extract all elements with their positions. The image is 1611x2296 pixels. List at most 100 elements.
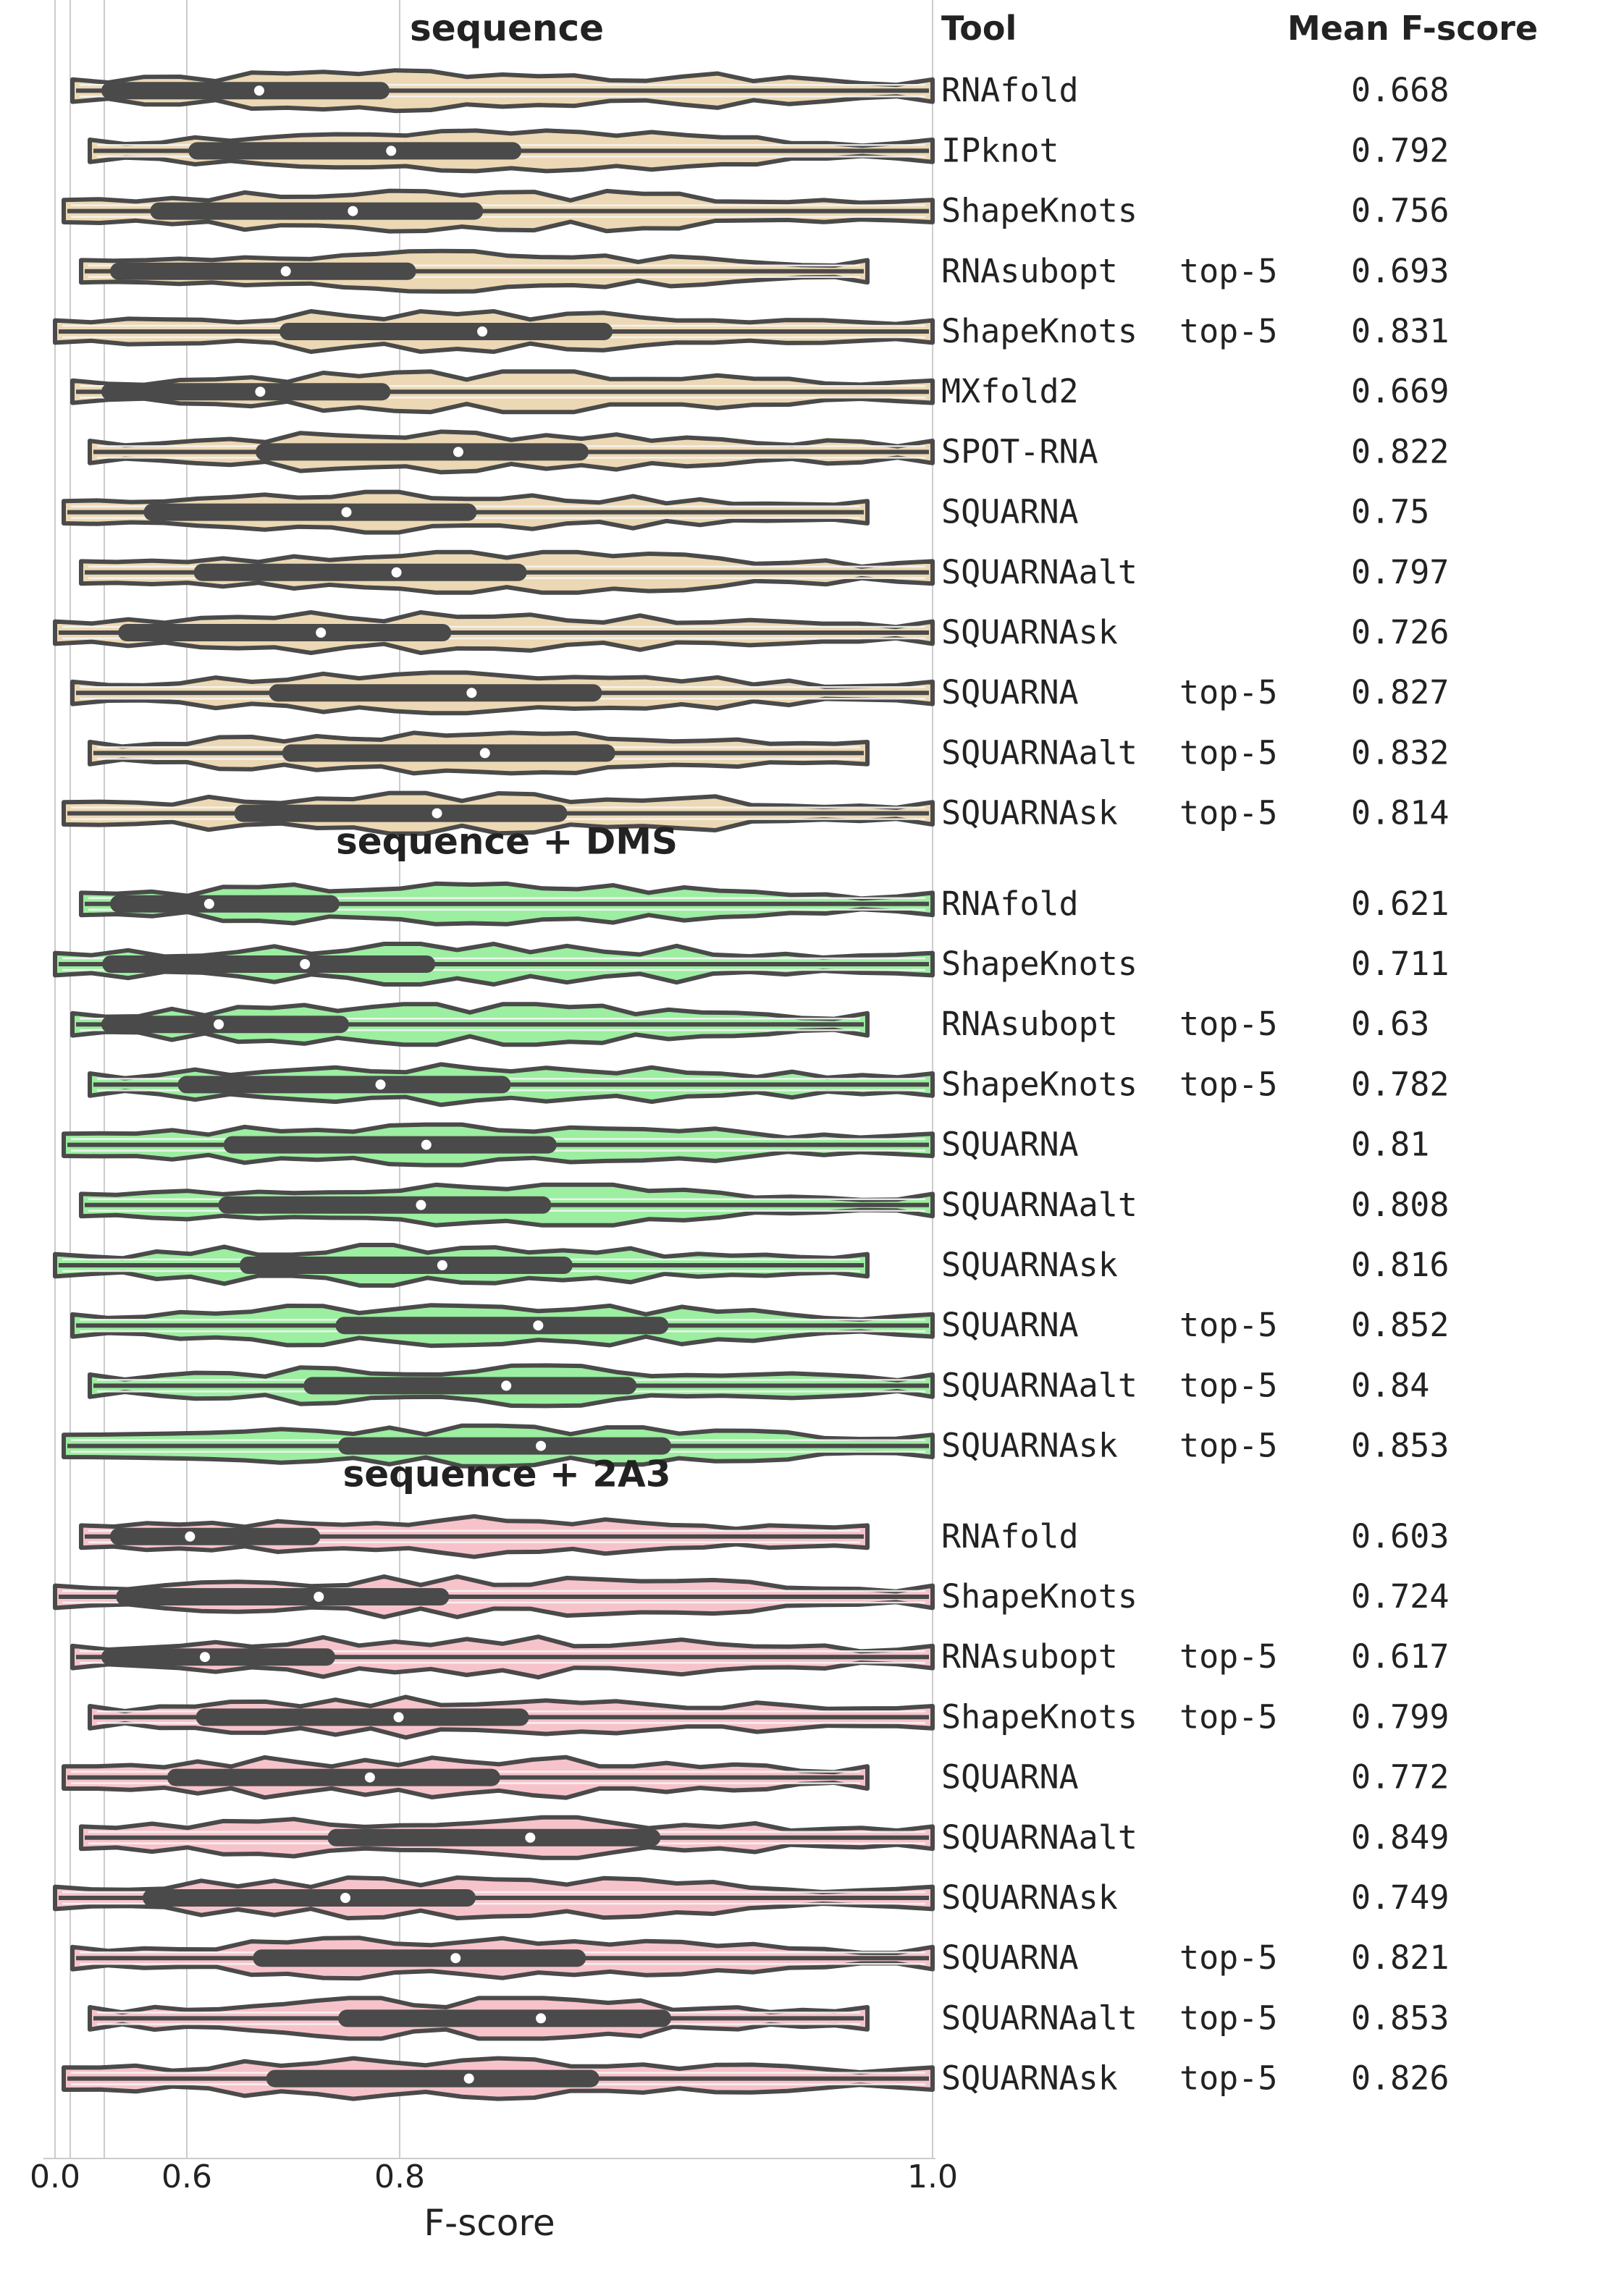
mean-value: 0.63: [1351, 1005, 1429, 1043]
mean-value: 0.826: [1351, 2059, 1449, 2098]
median-point: [536, 1440, 547, 1451]
median-point: [214, 1019, 224, 1030]
violins: [53, 68, 935, 2101]
row-labels: RNAfold 0.668 IPknot 0.792 ShapeKnots 0.756 RN…: [941, 71, 1449, 2097]
tool-label: ShapeKnots: [941, 1697, 1137, 1736]
tool-label: ShapeKnots: [941, 192, 1137, 230]
x-axis-label: F-score: [424, 2202, 555, 2244]
mode-label: top-5: [1179, 794, 1277, 832]
mode-label: top-5: [1179, 673, 1277, 712]
mean-value: 0.814: [1351, 794, 1449, 832]
mode-label: top-5: [1179, 1366, 1277, 1404]
mode-label: top-5: [1179, 1065, 1277, 1103]
tool-label: SQUARNA: [941, 1938, 1079, 1977]
tool-label: SQUARNA: [941, 1758, 1079, 1797]
tool-label: SQUARNAalt: [941, 1818, 1137, 1857]
tool-label: SQUARNAsk: [941, 1878, 1118, 1917]
tool-label: SQUARNA: [941, 1306, 1079, 1344]
mean-value: 0.772: [1351, 1758, 1449, 1797]
x-tick-label: 0.6: [161, 2158, 212, 2195]
mean-value: 0.827: [1351, 673, 1449, 712]
mean-value: 0.832: [1351, 733, 1449, 772]
tool-label: SQUARNA: [941, 673, 1079, 712]
mean-value: 0.756: [1351, 192, 1449, 230]
median-point: [364, 1772, 375, 1783]
tool-label: SQUARNAalt: [941, 1186, 1137, 1224]
median-point: [386, 145, 397, 156]
tool-label: SQUARNAsk: [941, 1427, 1118, 1465]
median-point: [391, 567, 402, 578]
mean-header: Mean F-score: [1287, 9, 1538, 48]
mode-label: top-5: [1179, 312, 1277, 350]
mode-label: top-5: [1179, 1938, 1277, 1977]
x-tick-label: 0.8: [374, 2158, 425, 2195]
median-point: [501, 1380, 512, 1391]
mean-value: 0.799: [1351, 1697, 1449, 1736]
mean-value: 0.81: [1351, 1126, 1429, 1164]
median-point: [453, 447, 463, 457]
median-point: [341, 507, 352, 518]
median-point: [340, 1893, 351, 1903]
tool-label: SQUARNAsk: [941, 613, 1118, 651]
mode-label: top-5: [1179, 1999, 1277, 2037]
median-point: [421, 1139, 432, 1150]
group-title: sequence + 2A3: [342, 1453, 670, 1495]
mean-value: 0.617: [1351, 1637, 1449, 1676]
tool-label: SQUARNAalt: [941, 1366, 1137, 1404]
median-point: [185, 1531, 195, 1542]
mean-value: 0.849: [1351, 1818, 1449, 1857]
tool-label: SQUARNAalt: [941, 553, 1137, 591]
tool-label: SPOT-RNA: [941, 432, 1098, 470]
mean-value: 0.808: [1351, 1186, 1449, 1224]
mean-value: 0.84: [1351, 1366, 1429, 1404]
tool-label: SQUARNAalt: [941, 1999, 1137, 2037]
mean-value: 0.621: [1351, 885, 1449, 923]
group-title: sequence + DMS: [336, 821, 678, 863]
mode-label: top-5: [1179, 1306, 1277, 1344]
mode-label: top-5: [1179, 2059, 1277, 2098]
tool-label: RNAsubopt: [941, 252, 1118, 290]
mean-value: 0.822: [1351, 432, 1449, 470]
tool-label: SQUARNAsk: [941, 1246, 1118, 1284]
mean-value: 0.749: [1351, 1878, 1449, 1917]
mode-label: top-5: [1179, 1697, 1277, 1736]
median-point: [253, 85, 264, 96]
mode-label: top-5: [1179, 733, 1277, 772]
tool-label: SQUARNA: [941, 1126, 1079, 1164]
mode-label: top-5: [1179, 1427, 1277, 1465]
median-point: [525, 1832, 536, 1843]
x-tick-label: 0.0: [30, 2158, 80, 2195]
median-point: [466, 688, 477, 698]
mode-label: top-5: [1179, 1005, 1277, 1043]
mean-value: 0.693: [1351, 252, 1449, 290]
tool-label: IPknot: [941, 131, 1059, 169]
median-point: [477, 326, 488, 337]
tool-label: RNAsubopt: [941, 1005, 1118, 1043]
median-point: [203, 898, 214, 909]
mean-value: 0.75: [1351, 493, 1429, 531]
median-point: [300, 959, 311, 969]
mean-value: 0.724: [1351, 1577, 1449, 1616]
mean-value: 0.853: [1351, 1427, 1449, 1465]
median-point: [450, 1953, 461, 1964]
tool-header: Tool: [941, 9, 1017, 48]
median-point: [432, 808, 442, 819]
median-point: [463, 2073, 474, 2084]
mean-value: 0.816: [1351, 1246, 1449, 1284]
tool-label: ShapeKnots: [941, 945, 1137, 983]
tool-label: RNAfold: [941, 71, 1079, 109]
median-point: [348, 206, 358, 216]
median-point: [199, 1652, 210, 1663]
x-axis: 0.0 0.6 0.8 1.0 F-score: [30, 2158, 958, 2244]
mean-value: 0.831: [1351, 312, 1449, 350]
mean-value: 0.792: [1351, 131, 1449, 169]
group-title: sequence: [410, 7, 604, 49]
mode-label: top-5: [1179, 252, 1277, 290]
tool-label: RNAfold: [941, 1517, 1079, 1556]
tool-label: MXfold2: [941, 372, 1079, 410]
median-point: [479, 748, 490, 759]
mean-value: 0.603: [1351, 1517, 1449, 1556]
median-point: [314, 1592, 324, 1602]
median-point: [416, 1199, 426, 1210]
